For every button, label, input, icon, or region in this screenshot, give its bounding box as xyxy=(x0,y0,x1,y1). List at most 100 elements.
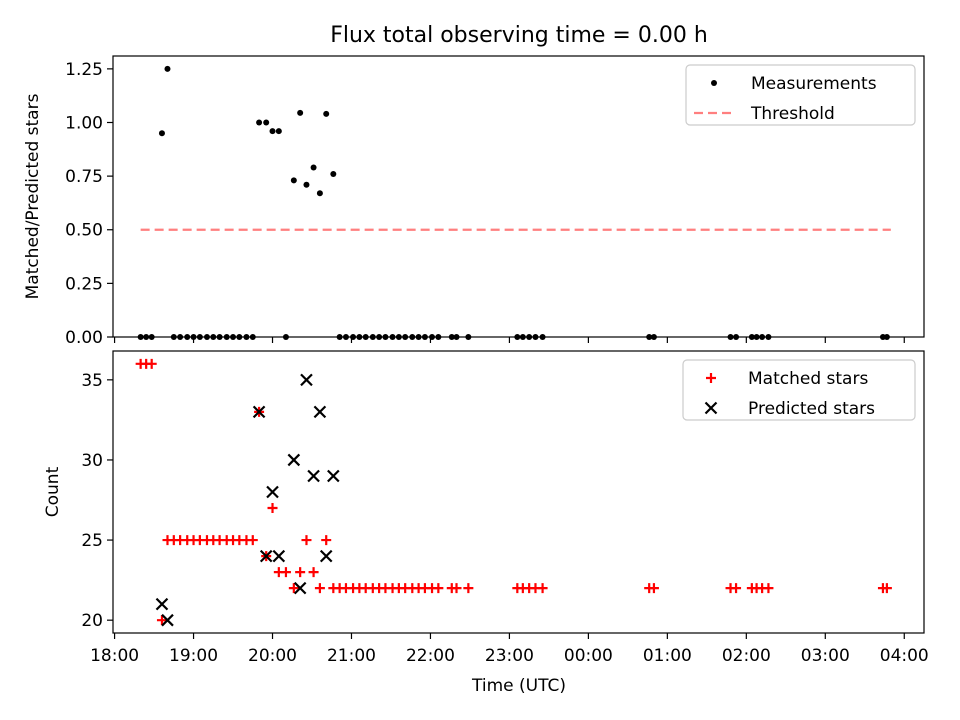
matched-point xyxy=(308,567,319,578)
measurement-point xyxy=(733,334,740,340)
y-axis-label: Count xyxy=(43,466,63,517)
y-tick-label: 0.75 xyxy=(65,167,103,187)
matched-point xyxy=(321,535,332,546)
measurement-point xyxy=(196,334,203,340)
plot-frame xyxy=(112,350,925,634)
measurement-point xyxy=(435,334,442,340)
predicted-point xyxy=(307,469,320,483)
y-axis-label: Matched/Predicted stars xyxy=(23,93,43,299)
measurement-point xyxy=(389,334,396,340)
measurement-point xyxy=(282,334,289,340)
y-tick-label: 1.25 xyxy=(65,60,103,80)
measurement-point xyxy=(330,170,337,177)
measurement-point xyxy=(223,334,230,340)
matched-point xyxy=(280,567,291,578)
legend-marker-matched xyxy=(706,373,716,383)
y-tick-label: 0.25 xyxy=(65,274,103,294)
measurement-point xyxy=(210,334,217,340)
measurement-point xyxy=(243,334,250,340)
measurement-point xyxy=(362,334,369,340)
measurement-point xyxy=(350,334,357,340)
predicted-point xyxy=(293,581,307,595)
measurement-point xyxy=(646,334,653,340)
measurement-point xyxy=(203,334,210,340)
predicted-point xyxy=(272,549,286,563)
measurement-point xyxy=(290,177,297,184)
y-tick-label: 1.00 xyxy=(65,113,103,133)
x-tick-label: 00:00 xyxy=(564,646,613,666)
measurement-point xyxy=(316,190,323,197)
measurement-point xyxy=(650,334,657,340)
measurement-point xyxy=(170,334,177,340)
measurement-point xyxy=(539,334,546,340)
measurement-point xyxy=(369,334,376,340)
measurement-point xyxy=(519,334,526,340)
predicted-point xyxy=(252,405,266,419)
predicted-point xyxy=(266,485,279,499)
matched-point xyxy=(537,583,548,594)
measurement-point xyxy=(395,334,402,340)
legend xyxy=(685,64,916,126)
measurement-point xyxy=(415,334,422,340)
x-tick-label: 23:00 xyxy=(485,646,534,666)
measurement-point xyxy=(526,334,533,340)
x-tick-label: 04:00 xyxy=(880,646,929,666)
measurement-point xyxy=(249,334,256,340)
x-tick-label: 22:00 xyxy=(406,646,455,666)
measurement-point xyxy=(236,334,243,340)
measurement-point xyxy=(336,334,343,340)
measurement-point xyxy=(297,109,304,116)
matched-point xyxy=(146,358,157,369)
measurement-point xyxy=(748,334,755,340)
measurement-point xyxy=(143,334,150,340)
matched-point xyxy=(763,583,774,594)
legend-marker-measurements xyxy=(711,80,717,86)
measurement-point xyxy=(190,334,197,340)
measurement-point xyxy=(421,334,428,340)
measurement-point xyxy=(759,334,766,340)
measurement-point xyxy=(164,65,171,72)
measurement-point xyxy=(269,128,276,135)
matched-point xyxy=(267,503,278,514)
measurement-point xyxy=(137,334,144,340)
predicted-point xyxy=(313,405,327,419)
predicted-point xyxy=(155,597,169,611)
chart-title: Flux total observing time = 0.00 h xyxy=(330,23,708,48)
predicted-point xyxy=(327,469,340,483)
x-tick-label: 01:00 xyxy=(643,646,692,666)
predicted-point xyxy=(300,373,313,387)
x-tick-label: 21:00 xyxy=(327,646,376,666)
measurement-point xyxy=(148,334,155,340)
x-axis-label: Time (UTC) xyxy=(471,676,566,696)
legend-label: Matched stars xyxy=(748,369,868,389)
y-tick-label: 35 xyxy=(81,371,103,391)
y-tick-label: 25 xyxy=(81,531,103,551)
x-tick-label: 20:00 xyxy=(248,646,297,666)
y-tick-label: 30 xyxy=(81,451,103,471)
legend-label: Threshold xyxy=(750,104,835,124)
measurement-point xyxy=(177,334,184,340)
matched-point xyxy=(451,583,462,594)
measurement-point xyxy=(184,334,191,340)
top-panel: 0.00 0.25 0.50 0.75 1.00 1.25 Matched/Predicte… xyxy=(23,55,925,348)
measurement-point xyxy=(883,334,890,340)
measurement-point xyxy=(310,164,317,171)
matched-point xyxy=(731,583,742,594)
measurement-point xyxy=(342,334,349,340)
x-tick-label: 02:00 xyxy=(722,646,771,666)
matched-point xyxy=(295,567,306,578)
predicted-point xyxy=(319,549,333,563)
predicted-point xyxy=(161,613,174,627)
x-tick-label: 18:00 xyxy=(90,646,139,666)
measurement-point xyxy=(727,334,734,340)
measurement-point xyxy=(409,334,416,340)
predicted-point xyxy=(259,549,273,563)
matched-point xyxy=(301,535,312,546)
y-tick-label: 0.50 xyxy=(65,221,103,241)
x-tick-label: 19:00 xyxy=(169,646,218,666)
matched-point xyxy=(288,583,299,594)
matched-point xyxy=(648,583,659,594)
matched-point xyxy=(463,583,474,594)
measurement-point xyxy=(514,334,521,340)
